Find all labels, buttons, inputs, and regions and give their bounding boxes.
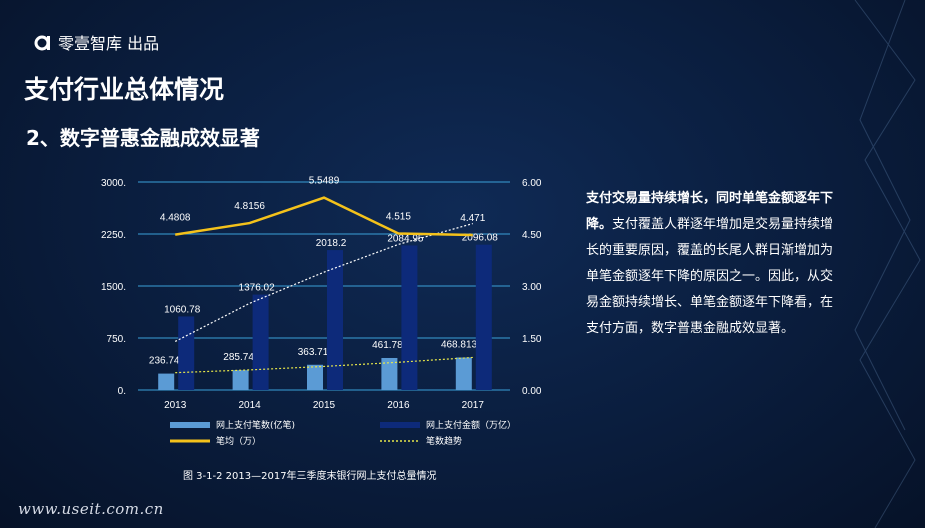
x-tick-label: 2015 [313, 400, 336, 411]
footer-url: www.useit.com.cn [18, 500, 164, 518]
bar-count [232, 370, 249, 390]
bar-count [158, 373, 175, 390]
bar-count-label: 468.8133 [441, 339, 483, 350]
x-tick-label: 2013 [164, 400, 187, 411]
legend-label: 网上支付笔数(亿笔) [216, 419, 295, 431]
average-line [175, 196, 473, 237]
legend-label: 笔数趋势 [426, 435, 462, 447]
bar-amount-label: 2084.95 [387, 233, 424, 244]
average-point-label: 4.4808 [160, 213, 191, 224]
bar-count [381, 357, 398, 390]
description-bold: 支付交易量持续增长，同时单笔金额逐年下降。 [586, 191, 834, 232]
payment-chart: 0. 750. 1500. 2250. 3000. 0.00 1.50 3.00 4.50 6.0… [101, 176, 542, 482]
bar-amount [475, 244, 492, 390]
legend-label: 笔均（万） [216, 435, 261, 447]
legend-label: 网上支付金额（万亿） [426, 419, 516, 431]
right-tick-label: 1.50 [522, 334, 542, 345]
right-tick-label: 6.00 [522, 178, 542, 189]
chart-container: 0. 750. 1500. 2250. 3000. 0.00 1.50 3.00 4.50 6.0… [90, 170, 560, 490]
left-tick-label: 750. [107, 334, 126, 345]
legend-swatch [380, 422, 420, 428]
amount-trend-line [174, 223, 473, 343]
x-tick-label: 2014 [238, 400, 261, 411]
bar-amount-label: 1060.78 [164, 304, 201, 315]
bar-amount-label: 2018.2 [316, 238, 347, 249]
right-tick-label: 0.00 [522, 386, 542, 397]
bar-count-label: 363.71 [298, 347, 329, 358]
legend-swatch [170, 422, 210, 428]
description-body: 支付覆盖人群逐年增加是交易量持续增长的重要原因，覆盖的长尾人群日渐增加为单笔金额… [586, 217, 834, 336]
average-point-label: 4.8156 [234, 201, 265, 212]
brand-a-icon [34, 35, 50, 51]
description-text: 支付交易量持续增长，同时单笔金额逐年下降。支付覆盖人群逐年增加是交易量持续增长的… [586, 186, 836, 342]
bar-count-label: 461.78 [372, 340, 403, 351]
bar-amount [252, 294, 269, 390]
left-tick-label: 2250. [101, 230, 126, 241]
right-tick-label: 4.50 [522, 230, 542, 241]
left-tick-label: 3000. [101, 178, 126, 189]
chart-caption: 图 3-1-2 2013—2017年三季度末银行网上支付总量情况 [183, 469, 437, 482]
bar-amount [178, 316, 195, 390]
bar-count-label: 285.74 [223, 352, 254, 363]
right-tick-label: 3.00 [522, 282, 542, 293]
bar-count [455, 357, 472, 390]
bar-amount-label: 2096.08 [462, 233, 499, 244]
average-point-label: 5.5489 [309, 176, 340, 187]
bar-amount [401, 245, 418, 390]
left-tick-label: 0. [118, 386, 126, 397]
page-title: 支付行业总体情况 [24, 75, 225, 104]
x-tick-label: 2017 [462, 400, 485, 411]
left-tick-label: 1500. [101, 282, 126, 293]
average-point-label: 4.471 [460, 213, 485, 224]
bar-amount [327, 250, 343, 390]
average-point-label: 4.515 [386, 211, 411, 222]
bar-amount-label: 1376.02 [239, 283, 276, 294]
brand-name: 零壹智库 出品 [58, 34, 160, 53]
bar-count-label: 236.74 [149, 356, 180, 367]
x-tick-label: 2016 [387, 400, 410, 411]
background-decoration [854, 0, 921, 528]
section-title: 2、数字普惠金融成效显著 [26, 126, 260, 150]
brand-logo: 零壹智库 出品 [34, 30, 159, 54]
count-trend-line [175, 356, 473, 374]
bar-count [307, 364, 323, 390]
